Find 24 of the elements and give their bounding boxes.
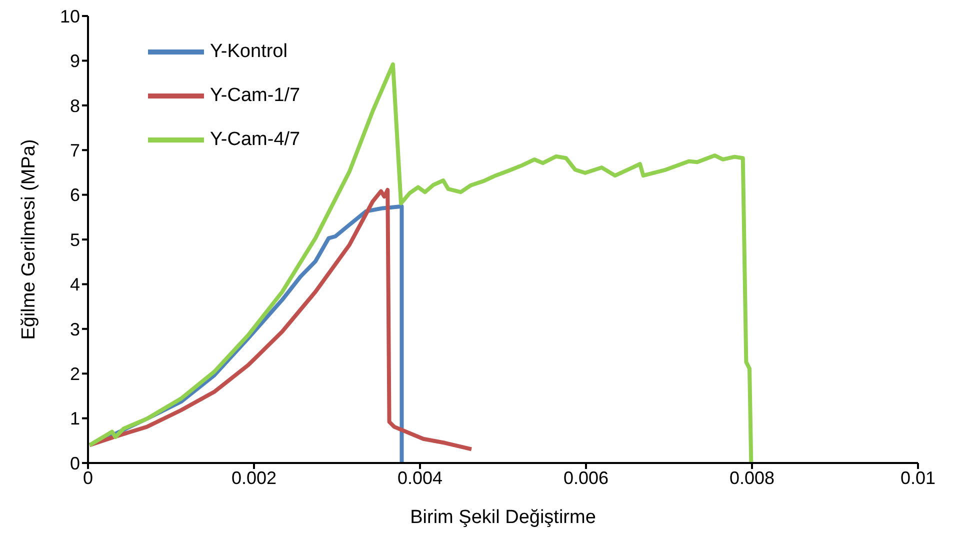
y-tick-label: 4	[70, 274, 80, 295]
x-tick-label: 0	[82, 468, 94, 488]
y-tick-label: 6	[70, 185, 80, 206]
y-tick-label: 10	[60, 6, 80, 26]
y-tick-label: 5	[70, 230, 80, 250]
legend-label: Y-Kontrol	[210, 41, 288, 63]
y-axis-title: Eğilme Gerilmesi (MPa)	[18, 139, 40, 340]
x-tick-label: 0.01	[900, 468, 936, 488]
y-tick-label: 2	[70, 364, 80, 384]
y-tick-label: 1	[70, 408, 80, 429]
x-axis-title: Birim Şekil Değiştirme	[410, 507, 596, 528]
x-tick-label: 0.002	[231, 468, 277, 488]
y-tick-label: 9	[70, 51, 80, 72]
legend-label: Y-Cam-4/7	[210, 129, 300, 151]
x-tick-label: 0.008	[729, 468, 775, 488]
line-series	[88, 62, 754, 463]
y-tick-label: 3	[70, 319, 80, 340]
x-tick-label: 0.004	[397, 468, 443, 488]
x-tick-label: 0.006	[563, 468, 609, 488]
legend-label: Y-Cam-1/7	[210, 85, 300, 107]
y-tick-label: 7	[70, 140, 80, 160]
y-tick-label: 8	[70, 96, 80, 116]
y-tick-label: 0	[70, 453, 80, 474]
line-series	[88, 188, 474, 452]
